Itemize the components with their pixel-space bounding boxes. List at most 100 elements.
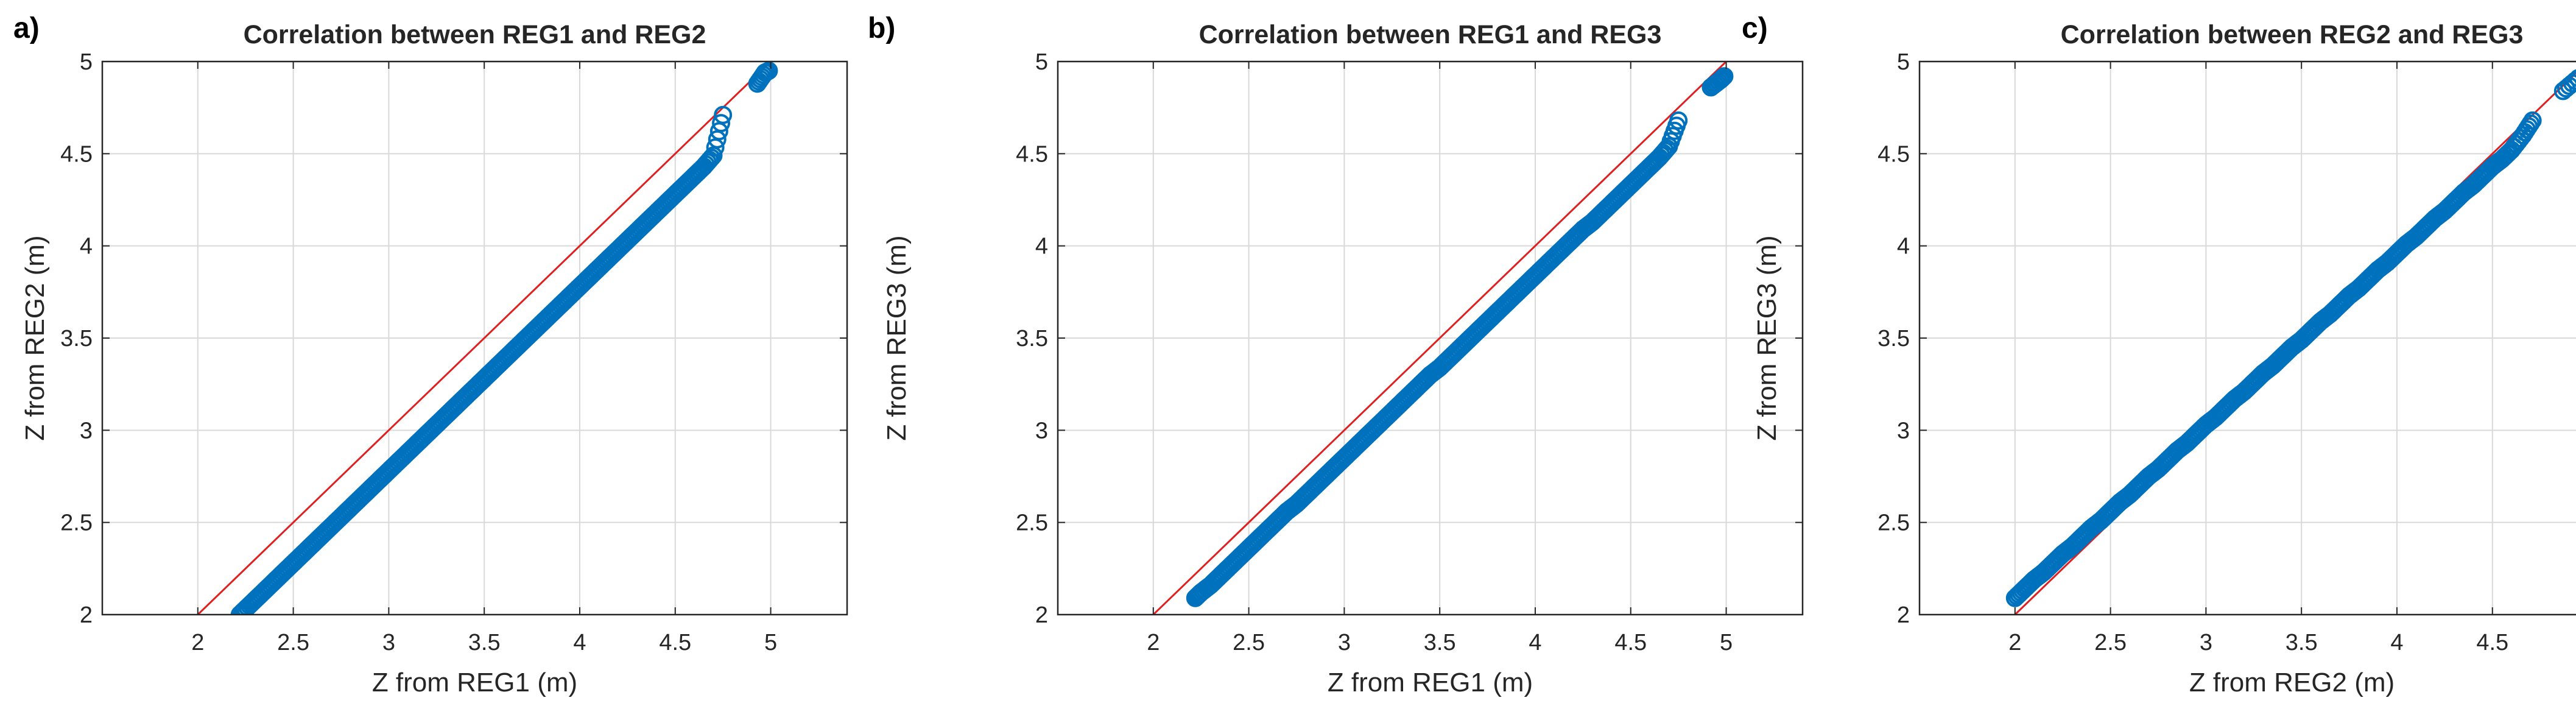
chart-title: Correlation between REG1 and REG2	[244, 20, 706, 49]
scatter-point-dense	[706, 138, 725, 157]
scatter-point	[1659, 137, 1678, 156]
x-tick-label: 5	[1720, 630, 1733, 655]
scatter-point	[2330, 295, 2349, 314]
scatter-point	[437, 406, 456, 425]
scatter-point	[541, 305, 560, 323]
scatter-point	[1669, 111, 1688, 130]
scatter-point	[2387, 244, 2406, 263]
scatter-point	[2464, 175, 2483, 194]
scatter-point	[1641, 157, 1659, 176]
scatter-point	[2063, 537, 2082, 556]
scatter-point	[2178, 434, 2197, 453]
x-tick-label: 4.5	[1614, 630, 1647, 655]
scatter-point	[2148, 459, 2167, 478]
scatter-point	[1230, 548, 1248, 567]
y-tick-label: 4.5	[60, 141, 93, 167]
identity-line	[1152, 62, 1727, 615]
scatter-point	[265, 572, 284, 591]
scatter-point	[1354, 430, 1373, 449]
panel-label: a)	[13, 12, 40, 44]
scatter-point	[1478, 312, 1497, 331]
scatter-point	[494, 351, 513, 370]
x-tick-label: 4.5	[659, 630, 691, 655]
y-tick-label: 5	[1897, 49, 1910, 75]
y-axis-label: Z from REG3 (m)	[1752, 235, 1782, 440]
scatter-point	[370, 471, 389, 490]
x-tick-label: 3	[1338, 630, 1351, 655]
x-tick-label: 2.5	[1233, 630, 1265, 655]
scatter-series	[2005, 69, 2576, 607]
scatter-point-dense	[708, 130, 727, 149]
scatter-point	[675, 175, 694, 194]
scatter-point	[1459, 331, 1478, 350]
scatter-point	[1526, 266, 1544, 285]
scatter-point	[2034, 563, 2053, 582]
x-tick-label: 2	[191, 630, 204, 655]
scatter-point	[1402, 384, 1421, 403]
scatter-point	[714, 105, 733, 124]
scatter-point	[379, 461, 398, 480]
x-tick-label: 3.5	[1424, 630, 1456, 655]
y-tick-label: 2.5	[1016, 510, 1048, 536]
x-axis-label: Z from REG2 (m)	[2189, 668, 2395, 697]
scatter-point	[1715, 67, 1734, 86]
identity-line	[197, 62, 772, 615]
scatter-point	[2072, 528, 2091, 546]
scatter-point	[1497, 294, 1516, 312]
scatter-point	[647, 203, 666, 222]
scatter-point	[312, 526, 331, 545]
y-axis-label: Z from REG2 (m)	[20, 235, 50, 440]
scatter-point	[1440, 349, 1459, 368]
scatter-point	[1186, 588, 1205, 607]
scatter-series	[230, 62, 778, 615]
scatter-point	[599, 249, 618, 268]
scatter-point	[2474, 166, 2493, 185]
scatter-series	[1186, 67, 1734, 607]
scatter-point	[2244, 373, 2263, 392]
scatter-point	[1468, 321, 1487, 340]
scatter-point	[446, 397, 465, 415]
y-tick-label: 5	[80, 49, 93, 75]
scatter-point	[685, 166, 704, 185]
scatter-point	[322, 517, 341, 535]
scatter-point	[2301, 321, 2320, 340]
scatter-point	[504, 342, 523, 361]
scatter-point	[236, 599, 255, 615]
chart-title: Correlation between REG2 and REG3	[2061, 20, 2524, 49]
scatter-point	[331, 507, 350, 526]
scatter-point	[1612, 185, 1631, 203]
scatter-point	[618, 231, 637, 250]
scatter-point	[351, 489, 370, 508]
scatter-point	[1268, 511, 1287, 530]
scatter-point	[484, 360, 503, 379]
scatter-point	[580, 268, 599, 287]
scatter-point	[1564, 229, 1583, 248]
x-tick-label: 2.5	[2094, 630, 2127, 655]
scatter-point	[456, 387, 474, 406]
scatter-point	[294, 545, 312, 563]
scatter-point	[1592, 203, 1611, 222]
scatter-point	[589, 258, 608, 277]
scatter-point	[523, 323, 541, 342]
x-tick-label: 4	[2390, 630, 2403, 655]
y-tick-label: 3	[1035, 418, 1048, 443]
y-tick-label: 2	[80, 602, 93, 628]
scatter-point	[2101, 502, 2120, 521]
scatter-point	[570, 277, 589, 296]
scatter-point	[230, 605, 249, 615]
scatter-point	[694, 157, 713, 176]
panel-label: c)	[1742, 12, 1768, 44]
scatter-point	[2502, 141, 2521, 160]
scatter-point	[759, 62, 778, 80]
x-tick-label: 2	[2008, 630, 2021, 655]
chart-title: Correlation between REG1 and REG3	[1199, 20, 1662, 49]
scatter-point	[1555, 238, 1574, 257]
scatter-point	[1431, 358, 1449, 377]
scatter-point	[2435, 202, 2454, 221]
scatter-point	[475, 369, 494, 388]
scatter-point	[2044, 554, 2063, 573]
